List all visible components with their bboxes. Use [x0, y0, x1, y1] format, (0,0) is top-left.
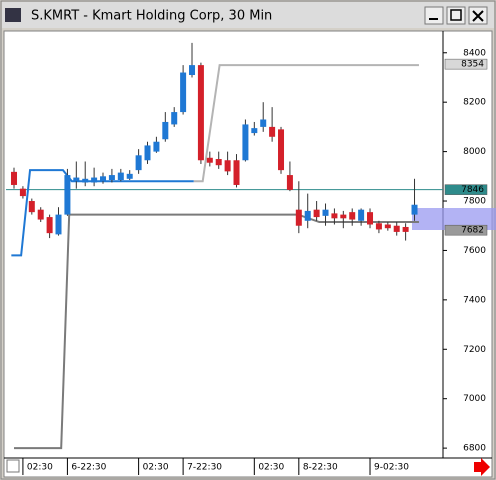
candle-body	[358, 209, 365, 221]
maximize-icon	[450, 9, 462, 21]
candle-body	[367, 212, 374, 225]
candle-body	[295, 209, 302, 226]
candle-body	[171, 112, 178, 125]
candle-body	[55, 214, 62, 235]
candle-body	[251, 128, 258, 134]
y-tick-label: 7400	[463, 295, 486, 305]
price-tag	[444, 184, 488, 195]
candle-body	[269, 126, 276, 137]
candle-body	[304, 210, 311, 221]
candle-body	[322, 209, 329, 216]
y-tick-label: 6800	[463, 444, 486, 454]
x-tick-label: 02:30	[143, 463, 169, 473]
candle-body	[91, 177, 98, 183]
candle-body	[117, 172, 124, 181]
scroll-arrow[interactable]	[474, 458, 490, 476]
candle-body	[82, 178, 89, 183]
y-tick-label: 7600	[463, 246, 486, 256]
x-tick-label: 9-02:30	[374, 463, 409, 473]
title-bar	[2, 2, 494, 28]
candle-body	[233, 160, 240, 185]
candle-body	[286, 175, 293, 190]
candle-body	[100, 176, 107, 182]
candle-body	[349, 212, 356, 220]
app-icon	[5, 8, 21, 22]
window-buttons[interactable]	[424, 6, 488, 25]
y-tick-label: 7000	[463, 394, 486, 404]
y-tick-label: 8400	[463, 48, 486, 58]
selection-highlight	[412, 208, 496, 230]
x-tick-label: 7-22:30	[187, 463, 222, 473]
candle-body	[28, 201, 35, 213]
price-tag-label: 7846	[461, 185, 484, 195]
price-tag	[444, 224, 488, 236]
candle-body	[180, 72, 187, 113]
candle-body	[402, 226, 409, 232]
candle-body	[108, 175, 115, 181]
candle-body	[64, 175, 71, 215]
candle-body	[340, 214, 347, 219]
window-title: S.KMRT - Kmart Holding Corp, 30 Min	[31, 9, 272, 24]
candle-body	[278, 129, 285, 171]
x-tick-label: 02:30	[258, 463, 284, 473]
chart-area	[3, 30, 493, 478]
candle-body	[37, 209, 44, 220]
candle-body	[46, 217, 53, 234]
price-tag-label: 8354	[461, 60, 484, 70]
candle-body	[393, 225, 400, 232]
candle-body	[197, 65, 204, 161]
x-tick-label: 6-22:30	[71, 463, 106, 473]
minimize-button[interactable]	[424, 6, 444, 25]
candle-body	[135, 155, 142, 171]
candle-body	[144, 145, 151, 161]
candle-body	[331, 213, 338, 219]
scroll-box[interactable]	[6, 459, 20, 473]
y-tick-label: 8000	[463, 147, 486, 157]
candle-body	[215, 159, 222, 166]
plot: 6800 7000 7200 7400 7600 7800 8000 8200 8400 02:3…	[6, 42, 488, 475]
y-tick-label: 7800	[463, 197, 486, 207]
candle-body	[162, 121, 169, 140]
x-tick-label: 02:30	[27, 463, 53, 473]
candle-body	[242, 124, 249, 161]
indicator-line	[193, 64, 419, 183]
candle-body	[19, 188, 26, 197]
price-tag-label: 7682	[461, 226, 484, 236]
candle-body	[126, 173, 133, 179]
candle-body	[206, 157, 213, 163]
candle-body	[189, 65, 196, 76]
close-icon	[472, 10, 484, 22]
candle-body	[260, 119, 267, 127]
candle-body	[73, 177, 80, 182]
candle-body	[153, 141, 160, 152]
x-tick-label: 8-22:30	[303, 463, 338, 473]
indicator-line	[14, 213, 419, 450]
candle-body	[411, 204, 418, 215]
candle-body	[384, 224, 391, 229]
price-tag	[444, 58, 488, 70]
candle-body	[375, 223, 382, 230]
y-tick-label: 7200	[463, 345, 486, 355]
y-tick-label: 8200	[463, 98, 486, 108]
candle-body	[11, 171, 18, 185]
candle-body	[313, 209, 320, 218]
candle-body	[224, 160, 231, 172]
